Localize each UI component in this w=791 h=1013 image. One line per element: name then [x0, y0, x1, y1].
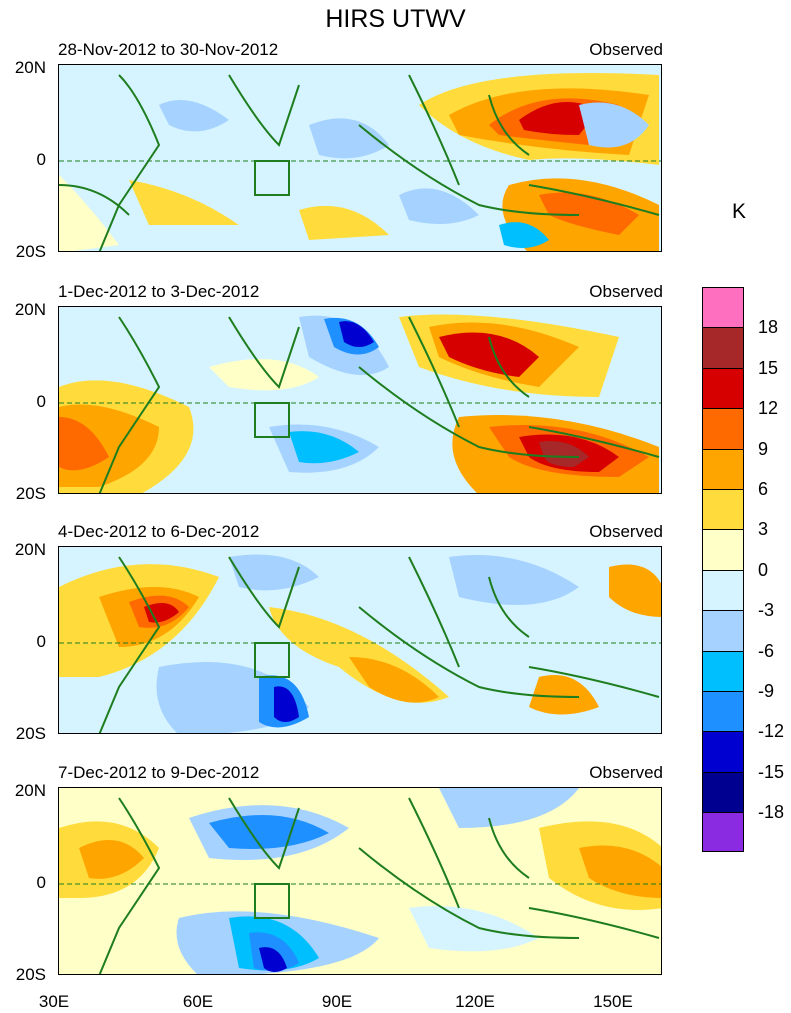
lat-label-20n: 20N: [14, 781, 46, 800]
panel-period: 28-Nov-2012 to 30-Nov-2012: [58, 40, 279, 59]
panel-2: 1-Dec-2012 to 3-Dec-2012 Observed: [0, 282, 680, 494]
lat-label-0: 0: [36, 632, 46, 651]
colorbar-level-label: 9: [758, 438, 769, 459]
panel-1: 28-Nov-2012 to 30-Nov-2012 Observed: [0, 40, 680, 252]
lon-label-90e: 90E: [321, 992, 353, 1011]
colorbar-segment: [702, 731, 744, 772]
panel-4: 7-Dec-2012 to 9-Dec-2012 Observed: [0, 763, 680, 975]
figure-title: HIRS UTWV: [325, 5, 466, 33]
colorbar-level-label: 15: [758, 357, 779, 378]
panel-label: Observed: [589, 522, 663, 541]
colorbar-level-label: -6: [758, 640, 775, 661]
panel-period: 7-Dec-2012 to 9-Dec-2012: [58, 763, 260, 782]
lat-label-20s: 20S: [15, 484, 46, 503]
lat-label-20n: 20N: [14, 300, 46, 319]
panel-period: 4-Dec-2012 to 6-Dec-2012: [58, 522, 260, 541]
lat-label-20n: 20N: [14, 540, 46, 559]
colorbar-segment: [702, 488, 744, 530]
colorbar-segment: [702, 448, 744, 489]
colorbar-level-label: 6: [758, 479, 769, 499]
colorbar-segment: [702, 771, 744, 813]
anomaly-map: [58, 64, 662, 252]
colorbar-segment: [702, 367, 744, 409]
lat-label-0: 0: [36, 873, 46, 892]
colorbar-segment: [702, 287, 744, 328]
lat-label-20s: 20S: [15, 965, 46, 984]
colorbar-level-label: -15: [758, 761, 785, 782]
anomaly-map: [58, 306, 662, 494]
panel-3: 4-Dec-2012 to 6-Dec-2012 Observed: [0, 522, 680, 734]
lat-label-20s: 20S: [15, 724, 46, 743]
colorbar-level-label: 18: [758, 317, 779, 338]
panel-label: Observed: [589, 282, 663, 301]
colorbar-level-label: -12: [758, 721, 785, 742]
lon-label-120e: 120E: [455, 992, 495, 1011]
panel-label: Observed: [589, 763, 663, 782]
lat-label-0: 0: [36, 392, 46, 411]
colorbar-segment: [702, 690, 744, 732]
anomaly-map: [58, 546, 662, 734]
colorbar-segment: [702, 529, 744, 570]
panel-label: Observed: [589, 40, 663, 59]
colorbar-segment: [702, 650, 744, 691]
colorbar-segment: [702, 327, 744, 368]
colorbar-segment: [702, 812, 744, 853]
lon-label-30e: 30E: [38, 992, 70, 1011]
colorbar-unit: K: [732, 200, 747, 223]
colorbar-level-label: -18: [758, 802, 785, 823]
lat-label-20n: 20N: [14, 58, 46, 77]
lat-label-0: 0: [36, 150, 46, 169]
colorbar-level-label: 12: [758, 398, 779, 419]
colorbar: [702, 287, 746, 853]
colorbar-segment: [702, 569, 744, 611]
panel-period: 1-Dec-2012 to 3-Dec-2012: [58, 282, 260, 301]
anomaly-map: [58, 787, 662, 975]
colorbar-level-label: 0: [758, 559, 769, 580]
lat-label-20s: 20S: [15, 242, 46, 261]
colorbar-segment: [702, 408, 744, 449]
lon-label-150e: 150E: [593, 992, 633, 1011]
colorbar-level-label: -3: [758, 600, 775, 621]
lon-label-60e: 60E: [182, 992, 214, 1011]
colorbar-level-label: 3: [758, 519, 769, 540]
colorbar-segment: [702, 610, 744, 651]
colorbar-level-label: -9: [758, 681, 775, 701]
